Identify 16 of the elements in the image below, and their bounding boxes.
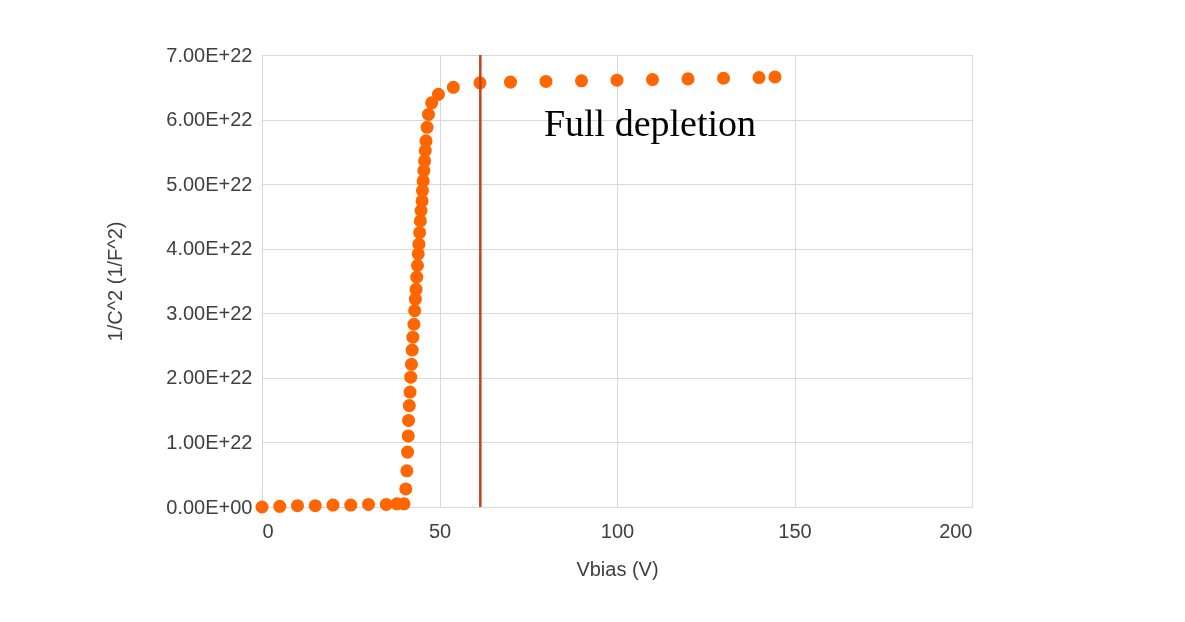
x-tick-label: 200 (939, 519, 973, 542)
y-tick-label: 6.00E+22 (166, 108, 253, 131)
x-tick-label: 0 (262, 519, 274, 542)
y-tick-label: 7.00E+22 (166, 43, 253, 66)
x-tick-label: 150 (778, 519, 812, 542)
y-tick-label: 4.00E+22 (166, 237, 253, 260)
y-tick-label: 3.00E+22 (166, 301, 253, 324)
x-tick-label: 50 (428, 519, 452, 542)
y-axis-title: 1/C^2 (1/F^2) (104, 221, 127, 342)
y-tick-label: 1.00E+22 (166, 430, 253, 453)
x-axis-title: Vbias (V) (576, 557, 659, 580)
x-tick-label: 100 (600, 519, 635, 542)
y-tick-label: 5.00E+22 (166, 172, 253, 195)
y-tick-label: 2.00E+22 (166, 366, 253, 389)
y-tick-label: 0.00E+00 (166, 495, 253, 518)
annotation: Full depletion (543, 102, 757, 144)
